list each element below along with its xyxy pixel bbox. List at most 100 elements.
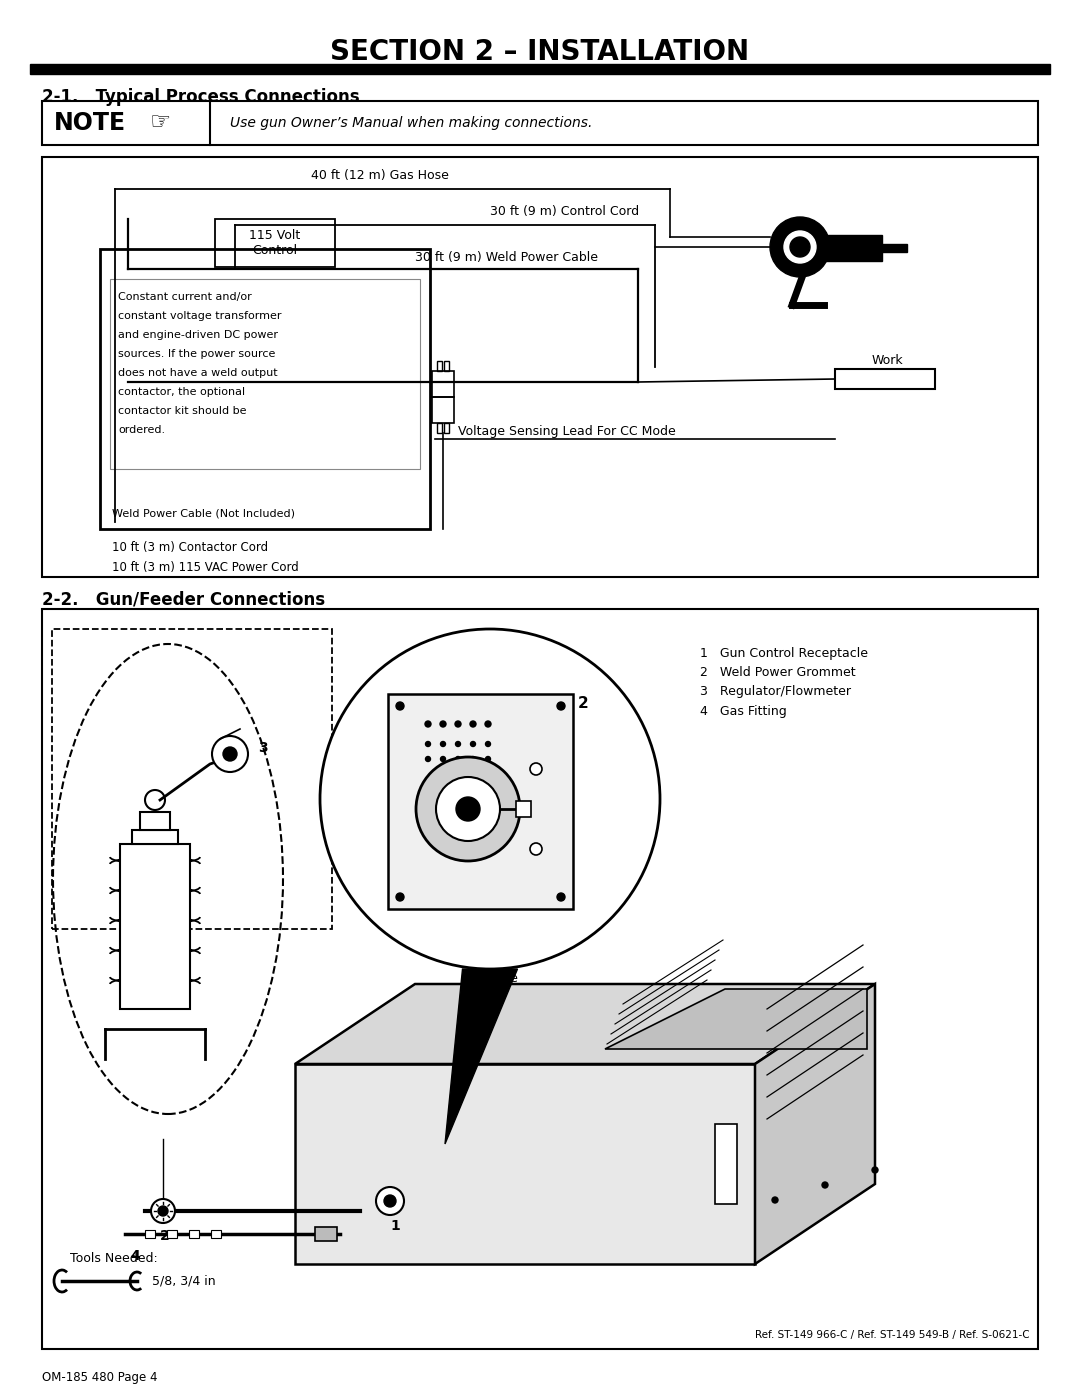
Circle shape: [789, 237, 810, 257]
Text: Use gun Owner’s Manual when making connections.: Use gun Owner’s Manual when making conne…: [230, 116, 592, 130]
Circle shape: [822, 1182, 828, 1187]
Bar: [516, 800, 531, 817]
Circle shape: [396, 703, 404, 710]
Text: 1   Gun Control Receptacle: 1 Gun Control Receptacle: [700, 647, 868, 661]
Circle shape: [456, 798, 480, 821]
Text: 30 ft (9 m) Control Cord: 30 ft (9 m) Control Cord: [490, 205, 639, 218]
Circle shape: [320, 629, 660, 970]
Text: OM-185 480 Page 4: OM-185 480 Page 4: [42, 1370, 158, 1383]
Text: Voltage Sensing Lead For CC Mode: Voltage Sensing Lead For CC Mode: [458, 426, 676, 439]
Bar: [437, 423, 442, 433]
Circle shape: [770, 217, 831, 277]
Text: ☞: ☞: [150, 110, 171, 134]
Bar: [295, 1065, 755, 1264]
Text: 2: 2: [160, 1229, 170, 1243]
Bar: [100, 249, 430, 529]
Text: Weld Power Cable (Not Included): Weld Power Cable (Not Included): [112, 509, 295, 518]
Bar: [52, 629, 332, 929]
Circle shape: [426, 742, 431, 746]
Circle shape: [440, 721, 446, 726]
Bar: [42, 101, 1038, 145]
Bar: [30, 64, 1050, 74]
Circle shape: [384, 1194, 396, 1207]
Text: 2   Weld Power Grommet: 2 Weld Power Grommet: [700, 666, 855, 679]
Text: Constant current and/or: Constant current and/or: [118, 292, 252, 302]
Bar: [120, 844, 190, 1009]
Circle shape: [212, 736, 248, 773]
Bar: [110, 279, 420, 469]
Text: and engine-driven DC power: and engine-driven DC power: [118, 330, 278, 339]
Text: SECTION 2 – INSTALLATION: SECTION 2 – INSTALLATION: [330, 38, 750, 66]
Polygon shape: [445, 970, 517, 1144]
Text: Ref. ST-149 966-C / Ref. ST-149 549-B / Ref. S-0621-C: Ref. ST-149 966-C / Ref. ST-149 549-B / …: [755, 1330, 1030, 1340]
Text: 2-2.   Gun/Feeder Connections: 2-2. Gun/Feeder Connections: [42, 591, 325, 609]
Bar: [167, 1229, 177, 1238]
Bar: [140, 812, 170, 830]
Circle shape: [471, 742, 475, 746]
Circle shape: [158, 1206, 168, 1215]
Text: contactor kit should be: contactor kit should be: [118, 407, 246, 416]
Circle shape: [486, 757, 490, 761]
Circle shape: [471, 757, 475, 761]
Polygon shape: [755, 983, 875, 1264]
Text: Left Side: Left Side: [462, 972, 517, 985]
Circle shape: [872, 1166, 878, 1173]
Circle shape: [557, 703, 565, 710]
Circle shape: [530, 763, 542, 775]
Bar: [444, 423, 449, 433]
Polygon shape: [605, 989, 867, 1049]
Text: 10 ft (3 m) Contactor Cord: 10 ft (3 m) Contactor Cord: [112, 541, 268, 553]
Text: 10 ft (3 m) 115 VAC Power Cord: 10 ft (3 m) 115 VAC Power Cord: [112, 560, 299, 574]
Bar: [215, 219, 335, 267]
Bar: [42, 609, 1038, 1350]
Circle shape: [222, 747, 237, 761]
Circle shape: [441, 757, 446, 761]
Bar: [882, 244, 907, 251]
Circle shape: [151, 1199, 175, 1222]
Bar: [835, 369, 935, 388]
Bar: [437, 360, 442, 372]
Text: 5/8, 3/4 in: 5/8, 3/4 in: [152, 1274, 216, 1288]
Bar: [189, 1229, 199, 1238]
Circle shape: [456, 757, 460, 761]
Bar: [132, 830, 178, 844]
Bar: [432, 372, 454, 397]
Text: NOTE: NOTE: [54, 110, 126, 136]
Text: ordered.: ordered.: [118, 425, 165, 434]
Circle shape: [772, 1197, 778, 1203]
Circle shape: [486, 742, 490, 746]
Bar: [822, 235, 882, 261]
Bar: [432, 397, 454, 423]
Circle shape: [455, 721, 461, 726]
Circle shape: [784, 231, 816, 263]
Bar: [444, 360, 449, 372]
Circle shape: [441, 742, 446, 746]
Text: 4   Gas Fitting: 4 Gas Fitting: [700, 704, 786, 718]
Polygon shape: [295, 983, 875, 1065]
Text: Wrapper Off: Wrapper Off: [451, 989, 528, 1003]
Circle shape: [485, 721, 491, 726]
Text: constant voltage transformer: constant voltage transformer: [118, 312, 282, 321]
Text: 1: 1: [390, 1220, 400, 1234]
Text: Work: Work: [872, 355, 903, 367]
Bar: [145, 1229, 156, 1238]
Bar: [715, 1125, 737, 1204]
Circle shape: [426, 721, 431, 726]
Text: 40 ft (12 m) Gas Hose: 40 ft (12 m) Gas Hose: [311, 169, 449, 182]
Text: 4: 4: [130, 1249, 139, 1263]
Circle shape: [530, 842, 542, 855]
Circle shape: [396, 893, 404, 901]
Bar: [315, 1227, 337, 1241]
Bar: [42, 156, 1038, 577]
Text: Tools Needed:: Tools Needed:: [70, 1253, 158, 1266]
Circle shape: [145, 789, 165, 810]
Circle shape: [426, 757, 431, 761]
Text: contactor, the optional: contactor, the optional: [118, 387, 245, 397]
Circle shape: [456, 742, 460, 746]
Circle shape: [376, 1187, 404, 1215]
Text: 115 Volt
Control: 115 Volt Control: [249, 229, 300, 257]
Text: 2-1.   Typical Process Connections: 2-1. Typical Process Connections: [42, 88, 360, 106]
Bar: [211, 1229, 221, 1238]
Text: 3   Regulator/Flowmeter: 3 Regulator/Flowmeter: [700, 686, 851, 698]
Text: does not have a weld output: does not have a weld output: [118, 367, 278, 379]
